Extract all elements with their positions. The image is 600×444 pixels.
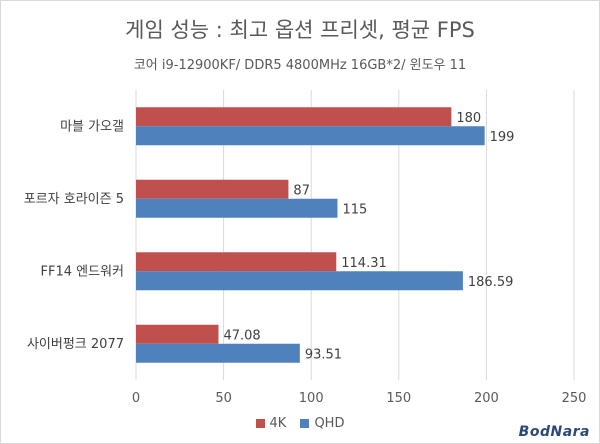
x-tick-label: 100 [299,391,324,406]
bar [136,126,485,146]
chart-title: 게임 성능 : 최고 옵션 프리셋, 평균 FPS [125,18,475,42]
legend-label-4k: 4K [269,416,287,431]
legend-item-4k: 4K [255,416,287,431]
bar [136,271,463,291]
data-label: 114.31 [341,256,387,271]
bar [136,179,289,199]
data-label: 115 [342,202,367,217]
watermark-logo: BodNara [518,424,590,440]
bar [136,107,452,127]
category-label: FF14 엔드워커 [41,264,124,279]
legend: 4K QHD [0,416,600,432]
x-tick-label: 0 [132,391,140,406]
category-label: 포르자 호라이즌 5 [24,192,124,207]
x-tick-label: 250 [562,391,587,406]
data-label: 47.08 [223,328,260,343]
data-label: 180 [456,111,481,126]
data-label: 199 [490,130,515,145]
legend-label-qhd: QHD [314,416,345,431]
data-label: 87 [293,183,310,198]
category-label: 사이버펑크 2077 [27,337,124,352]
bar [136,324,219,344]
legend-item-qhd: QHD [300,416,344,431]
bar [136,198,338,218]
data-label: 93.51 [305,347,342,362]
legend-swatch-4k [255,419,265,428]
data-label: 186.59 [468,275,513,290]
bar [136,252,337,272]
x-tick-label: 200 [474,391,499,406]
chart-subtitle: 코어 i9-12900KF/ DDR5 4800MHz 16GB*2/ 윈도우 … [133,58,467,73]
x-tick-label: 150 [386,391,411,406]
bar [136,343,300,363]
legend-swatch-qhd [300,419,310,428]
category-label: 마블 가오갤 [60,119,124,134]
x-tick-label: 50 [215,391,232,406]
